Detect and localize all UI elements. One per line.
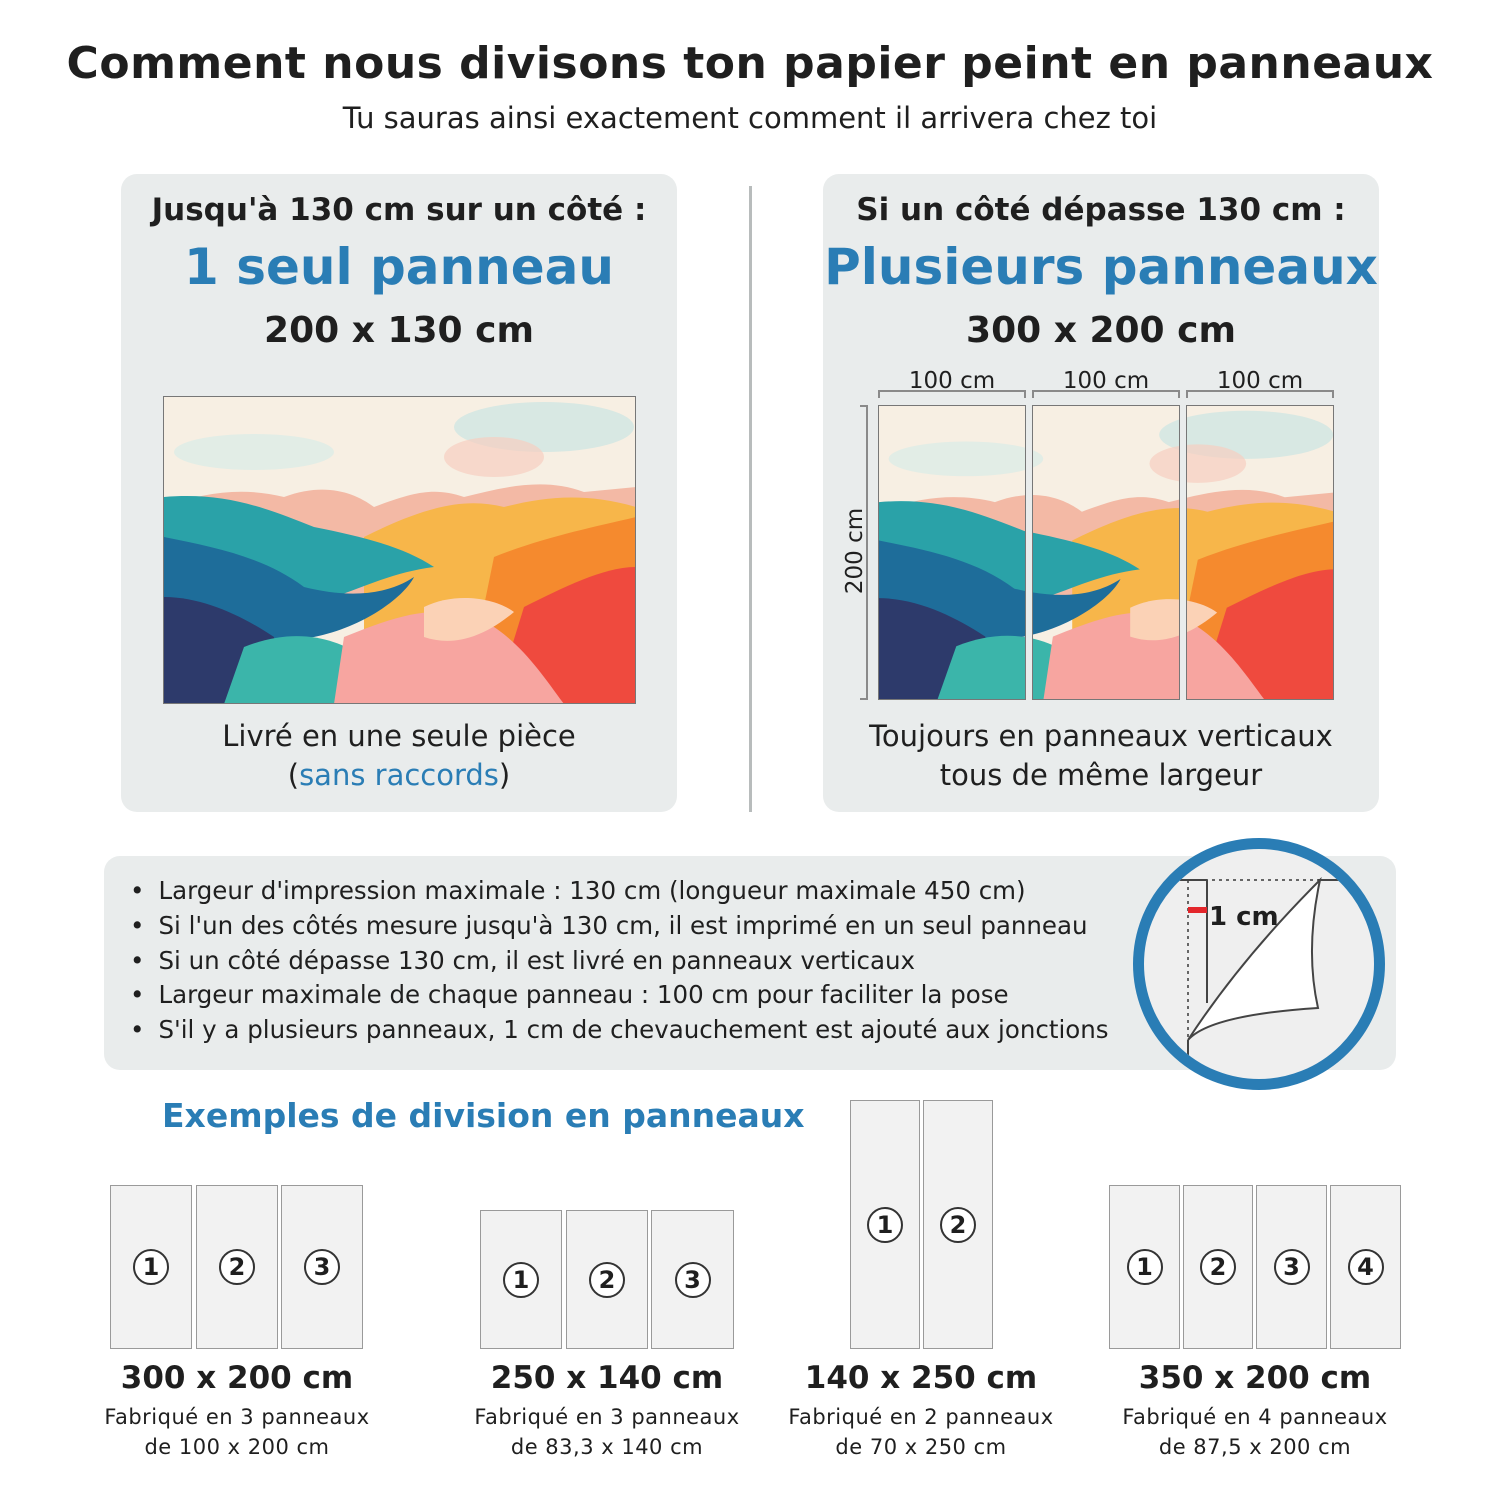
dimension-line xyxy=(1032,390,1180,398)
example-size: 350 x 200 cm xyxy=(1138,1360,1372,1396)
page-title: Comment nous divisons ton papier peint e… xyxy=(66,38,1434,89)
caption-line: tous de même largeur xyxy=(939,758,1263,792)
caption-line: Toujours en panneaux verticaux xyxy=(869,719,1333,753)
example-description: Fabriqué en 3 panneaux de 83,3 x 140 cm xyxy=(474,1405,740,1459)
example-description: Fabriqué en 4 panneaux de 87,5 x 200 cm xyxy=(1122,1405,1388,1459)
single-caption: Livré en une seule pièce (sans raccords) xyxy=(121,717,677,795)
example-panel: 2 xyxy=(196,1185,278,1349)
page-subtitle: Tu sauras ainsi exactement comment il ar… xyxy=(342,101,1158,135)
info-bullet: Si l'un des côtés mesure jusqu'à 130 cm,… xyxy=(130,911,1087,940)
single-highlight: 1 seul panneau xyxy=(184,238,614,296)
info-bullet: Si un côté dépasse 130 cm, il est livré … xyxy=(130,946,915,975)
example-size: 300 x 200 cm xyxy=(120,1360,354,1396)
panel-number: 1 xyxy=(1126,1249,1163,1285)
single-heading: Jusqu'à 130 cm sur un côté : xyxy=(151,192,647,228)
multi-heading: Si un côté dépasse 130 cm : xyxy=(856,192,1346,228)
multi-caption: Toujours en panneaux verticaux tous de m… xyxy=(823,717,1379,795)
example-panel: 2 xyxy=(923,1100,993,1349)
panel-number: 1 xyxy=(503,1262,539,1298)
example-size: 140 x 250 cm xyxy=(804,1360,1038,1396)
example-panel: 3 xyxy=(281,1185,363,1349)
panel-width-label: 100 cm xyxy=(908,368,996,394)
panel-number: 3 xyxy=(304,1249,340,1285)
single-panel-card: Jusqu'à 130 cm sur un côté : 1 seul pann… xyxy=(121,174,677,812)
peeling-panel-icon xyxy=(1180,876,1345,1065)
panel-number: 2 xyxy=(589,1262,625,1298)
example-description: Fabriqué en 2 panneaux de 70 x 250 cm xyxy=(788,1405,1054,1459)
multi-size: 300 x 200 cm xyxy=(966,310,1236,351)
info-bullet: S'il y a plusieurs panneaux, 1 cm de che… xyxy=(130,1015,1108,1044)
example-panel: 3 xyxy=(1256,1185,1327,1349)
panel-number: 3 xyxy=(1273,1249,1310,1285)
overlap-label: 1 cm xyxy=(1209,902,1279,932)
examples-title: Exemples de division en panneaux xyxy=(162,1096,805,1135)
info-bullet: Largeur d'impression maximale : 130 cm (… xyxy=(130,876,1025,905)
example-size: 250 x 140 cm xyxy=(490,1360,724,1396)
panel-number: 2 xyxy=(940,1207,976,1243)
caption-line: (sans raccords) xyxy=(287,758,511,792)
example-panel: 3 xyxy=(651,1210,734,1349)
wallpaper-preview xyxy=(163,396,636,704)
panel-width-label: 100 cm xyxy=(1062,368,1150,394)
dimension-line xyxy=(1186,390,1334,398)
single-size: 200 x 130 cm xyxy=(264,310,534,351)
dimension-line xyxy=(878,390,1026,398)
panel-number: 4 xyxy=(1347,1249,1384,1285)
example-panel: 4 xyxy=(1330,1185,1401,1349)
example-panel: 1 xyxy=(480,1210,562,1349)
panel-number: 1 xyxy=(867,1207,903,1243)
wallpaper-panel-1 xyxy=(878,405,1026,700)
dimension-tick xyxy=(860,698,868,700)
panel-height-label: 200 cm xyxy=(842,507,868,595)
panel-number: 1 xyxy=(133,1249,169,1285)
example-panel: 1 xyxy=(1109,1185,1180,1349)
multi-highlight: Plusieurs panneaux xyxy=(824,238,1378,296)
example-panel: 2 xyxy=(1183,1185,1253,1349)
wallpaper-panel-3 xyxy=(1186,405,1334,700)
example-description: Fabriqué en 3 panneaux de 100 x 200 cm xyxy=(104,1405,370,1459)
height-dimension-line xyxy=(866,405,868,700)
dimension-tick xyxy=(860,405,868,407)
wallpaper-panel-2 xyxy=(1032,405,1180,700)
panel-number: 3 xyxy=(674,1262,711,1298)
overlap-illustration: 1 cm xyxy=(1133,838,1385,1090)
example-panel: 1 xyxy=(110,1185,192,1349)
panel-width-label: 100 cm xyxy=(1216,368,1304,394)
panel-number: 2 xyxy=(1200,1249,1236,1285)
caption-line: Livré en une seule pièce xyxy=(222,719,576,753)
info-bullet: Largeur maximale de chaque panneau : 100… xyxy=(130,980,1008,1009)
caption-highlight: sans raccords xyxy=(299,758,499,792)
panel-number: 2 xyxy=(219,1249,255,1285)
example-panel: 2 xyxy=(566,1210,648,1349)
example-panel: 1 xyxy=(850,1100,920,1349)
divider xyxy=(749,186,752,812)
